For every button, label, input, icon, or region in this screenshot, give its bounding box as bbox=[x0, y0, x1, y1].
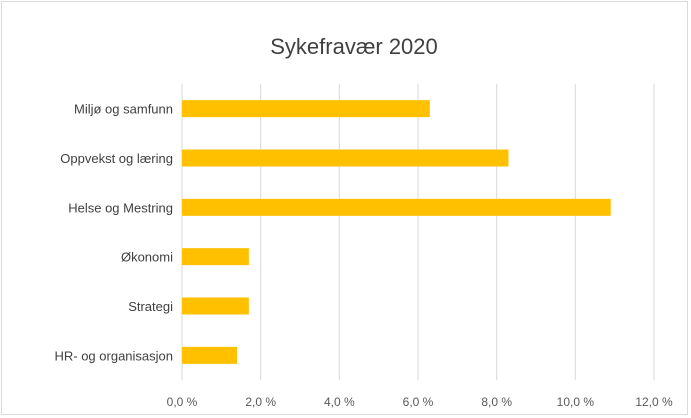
category-label: Helse og Mestring bbox=[68, 200, 173, 215]
x-tick-label: 10,0 % bbox=[557, 395, 595, 409]
category-label: Miljø og samfunn bbox=[74, 102, 173, 117]
gridlines bbox=[181, 84, 655, 380]
bar bbox=[182, 297, 249, 315]
x-tick-label: 2,0 % bbox=[245, 395, 276, 409]
category-labels: Miljø og samfunn Oppvekst og læring Helse … bbox=[54, 102, 173, 364]
bar bbox=[182, 198, 611, 216]
bar bbox=[182, 248, 249, 266]
bar bbox=[182, 346, 238, 364]
category-label: Strategi bbox=[128, 299, 173, 314]
x-tick-label: 6,0 % bbox=[403, 395, 434, 409]
category-label: Økonomi bbox=[121, 250, 173, 265]
x-tick-label: 12,0 % bbox=[635, 395, 673, 409]
x-tick-labels: 0,0 % 2,0 % 4,0 % 6,0 % 8,0 % 10,0 % 12,0 % bbox=[167, 395, 673, 409]
bars bbox=[182, 100, 611, 364]
x-tick-label: 4,0 % bbox=[324, 395, 355, 409]
category-label: Oppvekst og læring bbox=[60, 151, 173, 166]
bar bbox=[182, 149, 509, 167]
x-tick-label: 8,0 % bbox=[481, 395, 512, 409]
chart-title: Sykefravær 2020 bbox=[270, 34, 438, 59]
category-label: HR- og organisasjon bbox=[54, 348, 173, 363]
x-tick-label: 0,0 % bbox=[167, 395, 198, 409]
bar bbox=[182, 100, 430, 118]
